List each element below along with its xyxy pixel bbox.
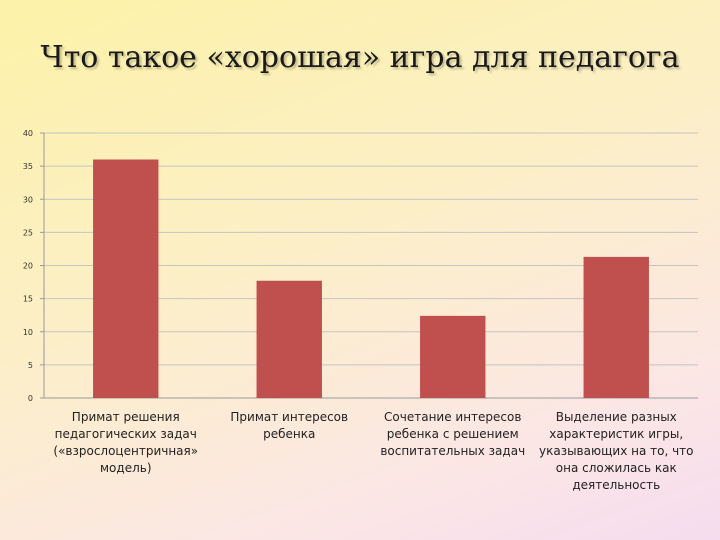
x-category-label-line: характеристик игры,: [549, 427, 684, 441]
bars: [93, 159, 649, 398]
x-category-label-line: модель): [100, 461, 152, 475]
x-category-label: Сочетание интересов ребенка с решением вос…: [371, 409, 535, 460]
x-category-label-line: деятельность: [572, 478, 661, 492]
y-tick-label: 30: [23, 195, 33, 204]
x-category-label-line: Сочетание интересов: [384, 410, 522, 424]
y-tick-label: 15: [23, 295, 33, 304]
y-tick-label: 25: [23, 228, 33, 237]
y-tick-label: 10: [23, 328, 33, 337]
y-tick-label: 35: [23, 162, 33, 171]
y-tick-label: 0: [28, 394, 33, 403]
x-category-label-line: она сложилась как: [555, 461, 677, 475]
y-tick-labels: 0 5 10 15 20 25 30 35 40: [23, 129, 33, 403]
y-tick-label: 40: [23, 129, 33, 138]
x-category-label-line: воспитательных задач: [380, 444, 526, 458]
x-category-label: Выделение разных характеристик игры, указы…: [534, 409, 698, 494]
chart-title: Что такое «хорошая» игра для педагога: [40, 40, 680, 75]
bar: [256, 280, 322, 398]
x-category-label: Примат интересов ребенка: [207, 409, 371, 443]
bar: [93, 159, 159, 398]
y-tick-label: 5: [28, 361, 33, 370]
bar: [420, 315, 486, 398]
x-category-label-line: Примат решения: [71, 410, 180, 424]
x-category-label: Примат решения педагогических задач («взро…: [44, 409, 208, 477]
x-category-label-line: ребенка: [263, 427, 316, 441]
x-category-label-line: педагогических задач: [54, 427, 197, 441]
x-category-label-line: Выделение разных: [555, 410, 677, 424]
y-tick-label: 20: [23, 262, 33, 271]
x-category-label-line: Примат интересов: [230, 410, 349, 424]
x-category-label-line: ребенка с решением: [386, 427, 519, 441]
bar: [583, 256, 649, 398]
x-category-label-line: указывающих на то, что: [539, 444, 694, 458]
x-category-label-line: («взрослоцентричная»: [53, 444, 199, 458]
